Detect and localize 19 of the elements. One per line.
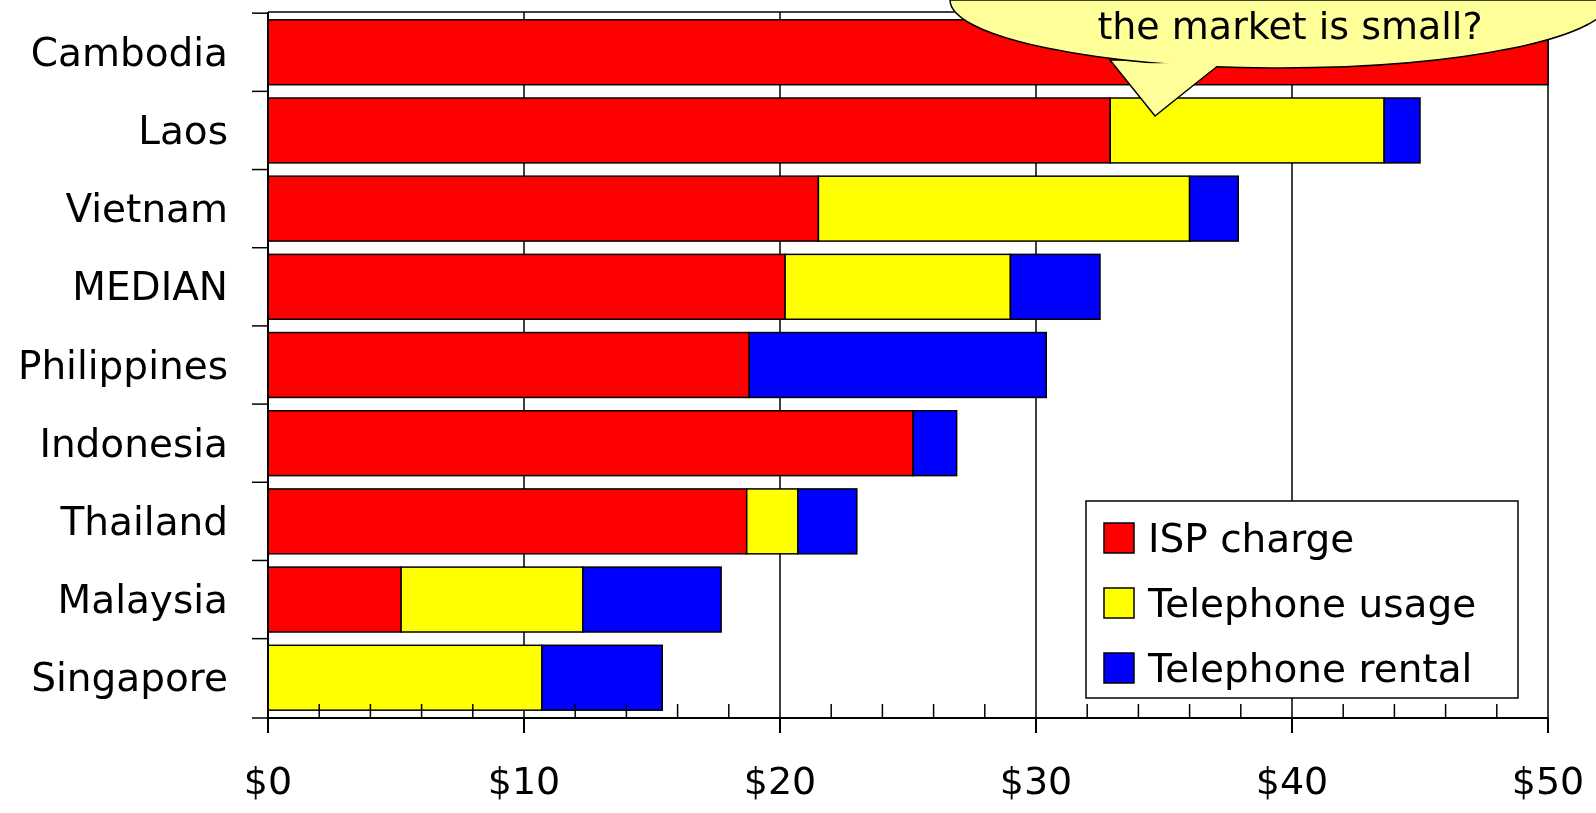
y-tick-label: Philippines <box>17 342 228 388</box>
x-tick-label: $0 <box>243 759 293 803</box>
legend-label: Telephone rental <box>1147 645 1473 691</box>
y-tick-label: Vietnam <box>65 186 228 232</box>
y-tick-label: MEDIAN <box>72 264 228 310</box>
y-tick-label: Indonesia <box>39 420 228 466</box>
y-tick-label: Singapore <box>31 655 228 701</box>
y-tick-label: Malaysia <box>57 577 228 623</box>
x-tick-label: $30 <box>999 759 1073 803</box>
x-tick-label: $50 <box>1511 759 1585 803</box>
x-tick-label: $20 <box>743 759 817 803</box>
y-tick-label: Thailand <box>59 499 228 545</box>
legend-label: Telephone usage <box>1147 580 1477 626</box>
annotation: the market is small? <box>1097 4 1483 49</box>
x-tick-label: $10 <box>487 759 561 803</box>
y-tick-label: Cambodia <box>30 29 228 75</box>
x-tick-label: $40 <box>1255 759 1329 803</box>
y-tick-label: Laos <box>138 108 228 154</box>
legend-label: ISP charge <box>1148 515 1355 561</box>
